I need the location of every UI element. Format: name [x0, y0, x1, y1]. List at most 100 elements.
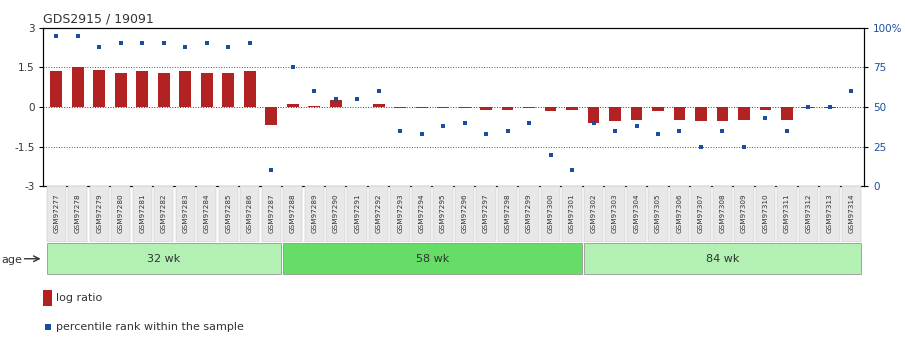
Text: GSM97299: GSM97299	[526, 193, 532, 233]
Bar	[842, 186, 861, 242]
Bar	[498, 186, 518, 242]
Bar	[283, 186, 302, 242]
Bar	[68, 186, 88, 242]
Point	[329, 96, 343, 102]
Bar	[824, 107, 836, 108]
Bar	[309, 106, 320, 107]
Bar	[670, 186, 689, 242]
Bar	[93, 70, 105, 107]
Point	[651, 131, 665, 137]
Text: GSM97313: GSM97313	[827, 193, 833, 233]
Bar	[501, 107, 513, 110]
Bar	[777, 186, 796, 242]
Bar	[51, 71, 62, 107]
Text: 58 wk: 58 wk	[415, 254, 449, 264]
Point	[414, 131, 429, 137]
Bar	[803, 107, 814, 108]
Bar	[47, 243, 281, 274]
Text: GSM97314: GSM97314	[848, 193, 854, 233]
Point	[92, 44, 107, 49]
Text: GSM97309: GSM97309	[741, 193, 747, 233]
Bar	[584, 243, 861, 274]
Bar	[243, 71, 255, 107]
Bar	[304, 186, 324, 242]
Bar	[179, 71, 191, 107]
Text: age: age	[2, 256, 23, 265]
Bar	[390, 186, 410, 242]
Point	[393, 128, 407, 134]
Point	[543, 152, 557, 157]
Point	[672, 128, 687, 134]
Bar	[587, 107, 599, 123]
Text: GSM97290: GSM97290	[333, 193, 338, 233]
Point	[199, 41, 214, 46]
Bar	[691, 186, 710, 242]
Text: GSM97300: GSM97300	[548, 193, 554, 233]
Bar	[695, 107, 707, 121]
Point	[49, 33, 63, 38]
Bar	[734, 186, 754, 242]
Text: log ratio: log ratio	[56, 293, 102, 303]
Point	[780, 128, 795, 134]
Point	[737, 144, 751, 149]
Text: GSM97308: GSM97308	[719, 193, 726, 233]
Bar	[781, 107, 793, 120]
Bar	[820, 186, 840, 242]
Point	[844, 88, 859, 94]
Bar	[631, 107, 643, 120]
Bar	[455, 186, 474, 242]
Bar	[111, 186, 130, 242]
Bar	[415, 107, 427, 108]
Text: GSM97312: GSM97312	[805, 193, 812, 233]
Text: 84 wk: 84 wk	[706, 254, 739, 264]
Bar	[326, 186, 346, 242]
Text: GSM97303: GSM97303	[612, 193, 618, 233]
Point	[285, 65, 300, 70]
Bar	[287, 104, 299, 107]
Text: GSM97281: GSM97281	[139, 193, 146, 233]
Bar	[201, 72, 213, 107]
Text: GSM97280: GSM97280	[118, 193, 124, 233]
Bar	[481, 107, 492, 110]
Bar	[176, 186, 195, 242]
Bar	[459, 107, 471, 108]
Bar	[519, 186, 538, 242]
Text: GSM97301: GSM97301	[569, 193, 575, 233]
Point	[436, 123, 451, 129]
Point	[801, 104, 815, 110]
Bar	[738, 107, 750, 120]
Bar	[433, 186, 452, 242]
Bar	[717, 107, 729, 121]
Bar	[845, 107, 857, 108]
Text: GSM97294: GSM97294	[419, 193, 424, 233]
Text: GSM97297: GSM97297	[483, 193, 489, 233]
Point	[758, 115, 773, 121]
Text: GSM97293: GSM97293	[397, 193, 403, 233]
Text: GSM97283: GSM97283	[182, 193, 188, 233]
Bar	[71, 67, 84, 107]
Text: GSM97311: GSM97311	[784, 193, 790, 233]
Point	[178, 44, 193, 49]
Bar	[713, 186, 732, 242]
Point	[71, 33, 85, 38]
Point	[629, 123, 643, 129]
Text: GSM97298: GSM97298	[505, 193, 510, 233]
Bar	[219, 186, 238, 242]
Text: percentile rank within the sample: percentile rank within the sample	[56, 322, 244, 332]
Point	[350, 96, 365, 102]
Bar	[137, 71, 148, 107]
Text: GSM97289: GSM97289	[311, 193, 317, 233]
Point	[522, 120, 537, 126]
Point	[371, 88, 386, 94]
Bar	[412, 186, 432, 242]
Bar	[545, 107, 557, 111]
Bar	[154, 186, 174, 242]
Text: GSM97306: GSM97306	[676, 193, 682, 233]
Point	[307, 88, 321, 94]
Point	[457, 120, 472, 126]
Point	[40, 324, 54, 330]
Bar	[348, 186, 367, 242]
Bar	[329, 100, 341, 107]
Point	[500, 128, 515, 134]
Bar	[541, 186, 560, 242]
